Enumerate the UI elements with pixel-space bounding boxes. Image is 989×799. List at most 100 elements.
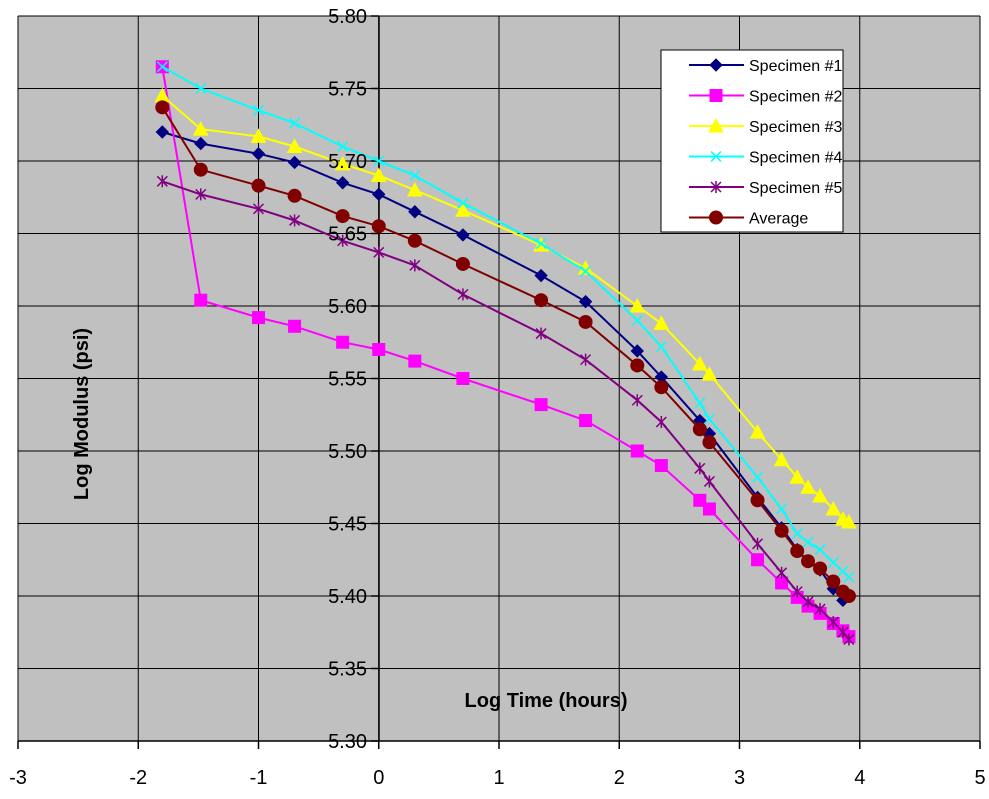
data-point (456, 372, 470, 385)
data-point (825, 500, 842, 516)
data-point (631, 394, 643, 407)
legend-label: Specimen #4 (749, 150, 842, 167)
legend-entry: Specimen #2 (689, 89, 842, 106)
data-point (814, 603, 826, 616)
data-point (194, 293, 208, 307)
data-point (457, 197, 469, 209)
data-point (409, 259, 421, 272)
series-5 (156, 175, 855, 646)
x-axis-title: Log Time (hours) (465, 690, 628, 712)
data-point (336, 335, 350, 349)
series-layer (154, 60, 857, 646)
data-point (709, 58, 723, 72)
data-point (534, 398, 548, 412)
y-tick-label: 5.70 (328, 151, 367, 173)
legend-label: Specimen #5 (749, 180, 842, 197)
data-point (251, 178, 266, 193)
data-point (776, 566, 788, 579)
data-point (751, 553, 765, 567)
data-point (373, 246, 385, 259)
data-point (155, 100, 170, 115)
data-point (288, 319, 302, 333)
data-point (195, 82, 207, 95)
legend-entry: Specimen #1 (689, 58, 842, 75)
data-point (372, 343, 386, 356)
data-point (579, 414, 593, 428)
data-point (655, 341, 667, 353)
data-point (335, 176, 350, 190)
data-point (407, 233, 422, 248)
data-point (654, 380, 669, 395)
data-point (801, 554, 816, 569)
data-point (408, 205, 422, 219)
x-tick-label: 4 (854, 767, 865, 789)
data-point (827, 557, 839, 569)
series-line (161, 106, 850, 597)
data-point (286, 138, 303, 153)
data-point (534, 268, 548, 283)
tick-labels: -3 -2 -1 0 1 2 3 4 5 5.30 5.35 5.40 5.45 5.50 5.55 5.60… (9, 6, 985, 789)
x-tick-label: 5 (974, 767, 985, 789)
data-point (409, 169, 421, 182)
legend-entry: Specimen #3 (689, 117, 842, 136)
data-point (194, 136, 208, 151)
data-point (843, 633, 855, 646)
data-point (337, 140, 349, 153)
data-point (195, 188, 207, 201)
x-tick-label: 2 (614, 767, 625, 789)
data-point (709, 89, 723, 102)
data-point (702, 435, 717, 450)
series-line (161, 65, 850, 578)
data-point (252, 311, 265, 325)
data-point (702, 502, 716, 516)
data-point (337, 234, 349, 247)
data-point (813, 561, 828, 576)
legend-label: Specimen #2 (749, 89, 842, 106)
y-tick-label: 5.75 (328, 79, 367, 101)
data-point (535, 238, 547, 250)
data-point (370, 167, 387, 182)
data-point (841, 589, 856, 603)
data-point (534, 293, 549, 308)
data-point (578, 294, 593, 309)
legend-label: Specimen #1 (749, 58, 842, 75)
y-axis-title: Log Modulus (psi) (71, 328, 93, 500)
series-4 (156, 61, 855, 583)
x-tick-label: 1 (493, 767, 504, 789)
data-point (455, 256, 470, 271)
data-point (193, 162, 208, 177)
data-point (789, 469, 806, 484)
data-point (335, 209, 350, 224)
data-point (691, 355, 708, 371)
data-point (580, 353, 592, 366)
y-tick-label: 5.80 (328, 6, 367, 28)
data-point (408, 354, 422, 368)
data-point (630, 358, 645, 373)
x-tick-label: -3 (9, 767, 27, 789)
data-point (580, 265, 592, 277)
y-tick-label: 5.40 (328, 586, 367, 608)
data-point (694, 397, 706, 409)
legend-entry: Average (689, 210, 808, 228)
y-tick-label: 5.45 (328, 514, 367, 536)
data-point (654, 459, 668, 472)
data-point (250, 128, 267, 143)
data-point (776, 503, 788, 515)
x-tick-label: -1 (250, 767, 268, 789)
data-point (703, 413, 715, 425)
x-tick-label: 3 (734, 767, 745, 789)
data-point (791, 528, 803, 540)
data-point (693, 493, 707, 507)
x-tick-label: 0 (373, 767, 384, 789)
data-point (578, 314, 593, 329)
series-line (161, 180, 850, 641)
x-tick-label: -2 (129, 767, 147, 789)
y-tick-label: 5.35 (328, 659, 367, 681)
data-point (800, 479, 816, 494)
y-tick-label: 5.50 (328, 441, 367, 463)
data-point (655, 416, 667, 428)
data-point (790, 544, 805, 559)
data-point (455, 202, 471, 217)
data-point (371, 219, 386, 234)
